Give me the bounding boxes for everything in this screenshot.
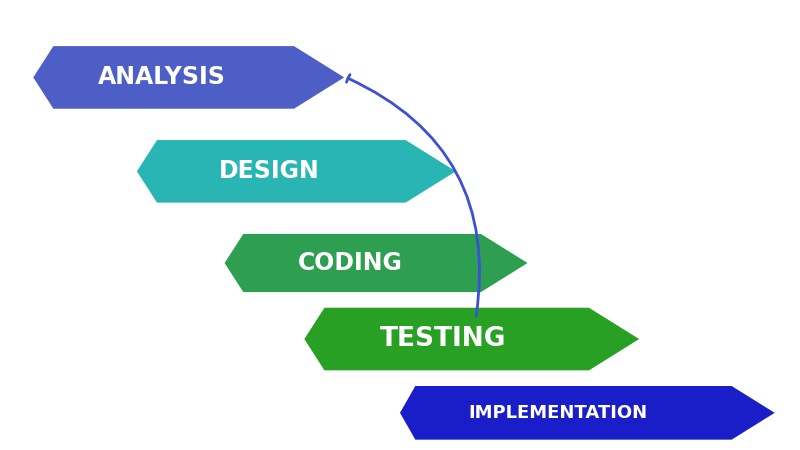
Text: TESTING: TESTING [380,326,506,352]
Polygon shape [304,308,639,370]
Text: CODING: CODING [298,251,402,275]
Text: DESIGN: DESIGN [218,159,319,183]
Text: IMPLEMENTATION: IMPLEMENTATION [468,404,647,422]
Polygon shape [137,140,456,202]
Polygon shape [34,46,344,109]
Text: ANALYSIS: ANALYSIS [98,65,226,90]
Polygon shape [225,234,527,292]
Polygon shape [400,386,774,440]
